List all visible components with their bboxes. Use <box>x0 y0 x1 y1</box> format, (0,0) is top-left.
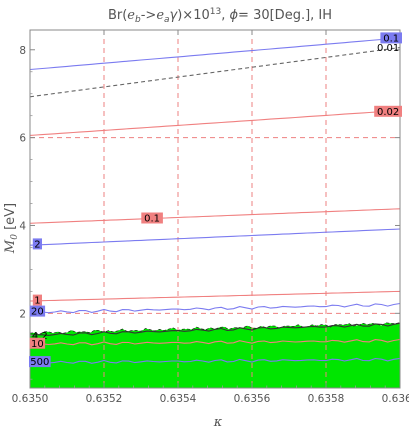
contour-label-bg-3 <box>141 212 163 224</box>
contour-label-5: 1 <box>34 296 40 307</box>
contour-label-4: 2 <box>34 240 40 251</box>
contour-label-8: 10 <box>31 339 44 350</box>
contour-lines <box>29 37 401 364</box>
x-tick-label-0: 0.6350 <box>12 393 49 405</box>
contour-line-4 <box>29 228 401 246</box>
contour-label-7: 4.2 <box>32 331 48 342</box>
contour-line-7 <box>29 322 401 336</box>
contour-line-8 <box>29 338 401 346</box>
contour-label-3: 0.1 <box>144 214 160 225</box>
contour-label-bg-8 <box>29 337 46 349</box>
contour-line-9 <box>29 357 401 364</box>
contour-label-bg-2 <box>374 105 402 117</box>
y-tick-label-2: 6 <box>19 133 26 145</box>
contour-label-bg-5 <box>32 294 42 306</box>
contour-line-3 <box>29 208 401 224</box>
contour-line-2 <box>29 109 401 136</box>
x-tick-label-1: 0.6352 <box>86 393 123 405</box>
contour-label-bg-9 <box>29 356 51 368</box>
excluded-region <box>29 322 401 389</box>
x-tick-label-2: 0.6354 <box>160 393 197 405</box>
y-tick-label-0: 2 <box>19 308 26 320</box>
contour-label-9: 500 <box>30 357 49 368</box>
contour-label-bg-6 <box>29 305 46 317</box>
contour-label-0: 0.1 <box>383 34 399 45</box>
contour-label-bg-0 <box>380 32 402 44</box>
dashed-bound-line <box>29 47 401 98</box>
contour-label-6: 20 <box>31 307 44 318</box>
contour-label-bg-4 <box>32 238 42 250</box>
y-tick-label-3: 8 <box>19 45 26 57</box>
contour-line-5 <box>29 290 401 302</box>
contour-label-2: 0.02 <box>377 107 399 118</box>
chart-title: Br(eb->eaγ)×1013, ϕ= 30[Deg.], IH <box>108 7 332 25</box>
x-tick-label-3: 0.6356 <box>234 393 271 405</box>
y-axis-label: M0 [eV] <box>3 203 20 254</box>
x-tick-label-5: 0.6360 <box>382 393 409 405</box>
contour-line-6 <box>29 302 401 314</box>
contour-label-1: 0.01 <box>377 43 399 54</box>
grid-lines <box>30 30 400 388</box>
y-tick-label-1: 4 <box>19 220 26 232</box>
x-axis-label: κ <box>213 415 223 430</box>
x-tick-label-4: 0.6358 <box>308 393 345 405</box>
contour-line-0 <box>29 37 401 71</box>
plot-frame <box>29 29 401 389</box>
excluded-region-fill <box>29 322 401 389</box>
